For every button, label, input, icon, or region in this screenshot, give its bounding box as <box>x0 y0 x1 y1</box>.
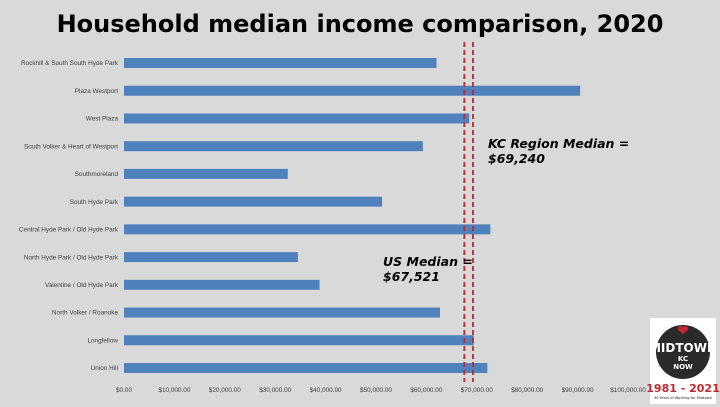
logo-years: 1981 - 2021 <box>646 382 719 395</box>
category-label: West Plaza <box>86 116 119 123</box>
x-tick-label: $40,000.00 <box>310 387 342 394</box>
category-label: Southmoreland <box>75 171 119 178</box>
kc-median-value: $69,240 <box>488 151 545 166</box>
us-median-value: $67,521 <box>383 269 440 284</box>
x-tick-label: $20,000.00 <box>209 387 241 394</box>
bars <box>124 58 581 373</box>
x-tick-label: $70,000.00 <box>461 387 493 394</box>
x-tick-label: $30,000.00 <box>259 387 291 394</box>
x-tick-label: $60,000.00 <box>410 387 442 394</box>
category-label: Rockhill & South South Hyde Park <box>21 60 119 67</box>
category-label: Longfellow <box>87 337 118 344</box>
logo-name: MIDTOWN <box>649 341 717 355</box>
x-tick-label: $100,000.00 <box>610 387 646 394</box>
bar <box>124 224 491 235</box>
logo-subtitle-now: NOW <box>673 363 693 371</box>
us-median-label: US Median = <box>383 254 473 269</box>
heart-icon <box>677 326 689 334</box>
category-label: Central Hyde Park / Old Hyde Park <box>19 227 119 234</box>
bar <box>124 196 383 207</box>
x-tick-label: $0.00 <box>116 387 132 394</box>
bar <box>124 252 298 263</box>
bar <box>124 113 470 124</box>
x-tick-label: $80,000.00 <box>511 387 543 394</box>
category-label: North Volker / Roanoke <box>52 310 119 317</box>
reference-lines <box>463 42 474 382</box>
kc-median-label: KC Region Median = <box>488 136 629 151</box>
bar <box>124 85 581 96</box>
logo-tagline: 40 Years of Working for Midtown <box>654 396 712 400</box>
category-label: South Volker & Heart of Westport <box>24 143 118 150</box>
category-label: North Hyde Park / Old Hyde Park <box>24 254 119 261</box>
x-tick-label: $50,000.00 <box>360 387 392 394</box>
category-label: Union Hill <box>91 365 118 372</box>
logo-badge <box>656 325 710 379</box>
x-tick-label: $90,000.00 <box>562 387 594 394</box>
bar <box>124 363 488 373</box>
logo-subtitle-kc: KC <box>678 355 688 363</box>
x-axis-ticks: $0.00 $10,000.00 $20,000.00 $30,000.00 $40,0… <box>116 387 646 394</box>
bar <box>124 335 474 346</box>
category-labels: Rockhill & South South Hyde Park Plaza We… <box>19 60 119 372</box>
chart-title: Household median income comparison, 2020 <box>57 10 664 38</box>
bar <box>124 307 441 318</box>
category-label: Valentine / Old Hyde Park <box>45 282 119 289</box>
bar <box>124 58 437 68</box>
bar <box>124 279 320 290</box>
bar <box>124 141 423 152</box>
bar <box>124 168 288 179</box>
x-tick-label: $10,000.00 <box>158 387 190 394</box>
category-label: South Hyde Park <box>70 199 119 206</box>
category-label: Plaza Westport <box>75 88 118 95</box>
midtown-kc-now-logo: MIDTOWN KC NOW 1981 - 2021 40 Years of W… <box>646 318 720 404</box>
